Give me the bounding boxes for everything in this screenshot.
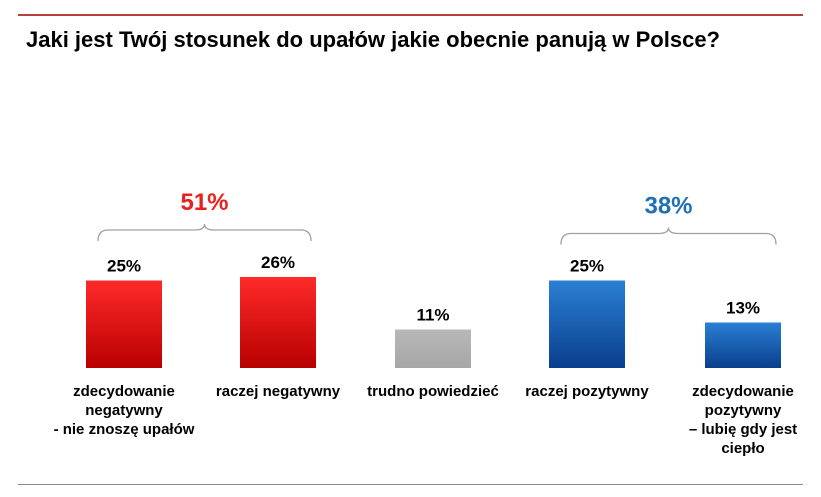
group-total-label-1: 51% [180,189,228,216]
group-bracket-1 [97,223,312,242]
bar-1 [86,280,162,368]
value-label-3: 11% [416,306,449,325]
chart-title: Jaki jest Twój stosunek do upałów jakie … [26,27,720,52]
category-label-1: zdecydowanie negatywny - nie znoszę upałów [53,383,195,438]
category-label-4: raczej pozytywny [525,383,649,400]
group-bracket-2 [560,227,777,245]
value-label-2: 26% [261,253,295,272]
top-rule [18,14,803,16]
value-label-4: 25% [570,257,604,276]
bar-3 [395,329,471,368]
bar-2 [240,277,316,368]
value-label-5: 13% [726,299,760,318]
value-label-1: 25% [107,257,141,276]
bar-4 [549,280,625,368]
category-label-2: raczej negatywny [215,383,341,400]
bar-5 [705,322,781,368]
bottom-rule [18,484,803,485]
category-label-3: trudno powiedzieć [367,383,499,400]
group-total-label-2: 38% [644,193,692,220]
category-label-5: zdecydowanie pozytywny – lubię gdy jest cie… [688,383,798,457]
